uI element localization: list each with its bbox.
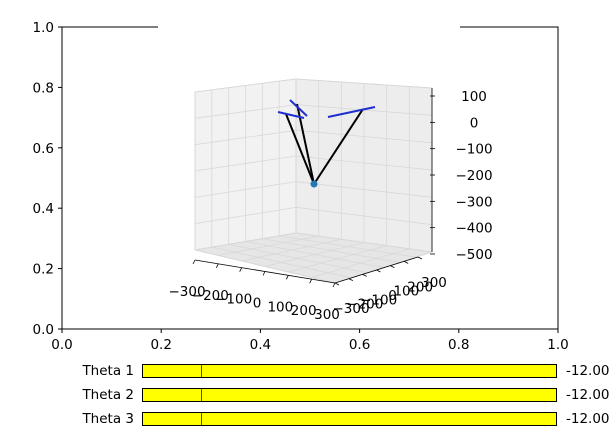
x3d-tick bbox=[309, 278, 313, 284]
slider-label: Theta 3 bbox=[82, 411, 134, 427]
slider-track[interactable] bbox=[142, 364, 557, 378]
z3d-tick-label: −300 bbox=[455, 194, 492, 210]
x3d-tick-label: 200 bbox=[291, 303, 317, 319]
slider-track[interactable] bbox=[142, 388, 557, 402]
x3d-tick bbox=[192, 259, 196, 265]
x3d-tick bbox=[285, 275, 289, 280]
slider-label: Theta 2 bbox=[82, 387, 134, 403]
x3d-tick bbox=[262, 271, 266, 276]
slider-label: Theta 1 bbox=[82, 363, 134, 379]
y-tick-label: 0.0 bbox=[33, 322, 54, 338]
y3d-tick-label: −300 bbox=[332, 301, 369, 317]
y-tick-label: 0.4 bbox=[33, 201, 54, 217]
slider-theta-1: Theta 1 -12.00 bbox=[0, 361, 615, 383]
x-tick-label: 1.0 bbox=[547, 337, 568, 353]
x3d-tick bbox=[332, 282, 336, 288]
y3d-tick-label: −100 bbox=[360, 292, 397, 308]
main-axes-ticks: 0.0 0.2 0.4 0.6 0.8 1.0 0.0 0.2 0.4 0.6 0.8 1.0 bbox=[33, 20, 569, 353]
x-tick-label: 0.4 bbox=[250, 337, 271, 353]
y3d-tick bbox=[334, 282, 340, 286]
z3d-tick-label: −500 bbox=[455, 247, 492, 263]
y3d-tick-label: 100 bbox=[393, 284, 419, 300]
y-tick-label: 0.6 bbox=[33, 141, 54, 157]
y3d-tick-label: −200 bbox=[346, 297, 383, 313]
y3d-tick-label: 0 bbox=[388, 288, 397, 304]
y3d-tick bbox=[390, 265, 395, 269]
delta-robot bbox=[277, 99, 376, 188]
slider-track[interactable] bbox=[142, 412, 557, 426]
y-tick-label: 0.2 bbox=[33, 262, 54, 278]
x-tick-label: 0.2 bbox=[150, 337, 171, 353]
z3d-tick-label: −400 bbox=[455, 221, 492, 237]
y3d-tick bbox=[348, 278, 354, 282]
x3d-tick-label: 0 bbox=[253, 296, 262, 312]
slider-theta-3: Theta 3 -12.00 bbox=[0, 409, 615, 431]
x3d-tick-label: −300 bbox=[168, 284, 205, 300]
grid-line bbox=[311, 248, 410, 278]
z3d-tick-label: 0 bbox=[470, 115, 479, 131]
z3d-tick-label: −100 bbox=[455, 142, 492, 158]
x3d-tick bbox=[239, 267, 243, 272]
x3d-tick bbox=[215, 263, 219, 269]
y3d-tick bbox=[403, 260, 409, 264]
arm-2 bbox=[289, 99, 308, 117]
x3d-tick-label: −100 bbox=[215, 292, 252, 308]
leg-3 bbox=[313, 108, 364, 185]
y-tick-label: 1.0 bbox=[33, 20, 54, 36]
slider-marker[interactable] bbox=[200, 413, 202, 425]
slider-value: -12.00 bbox=[566, 387, 610, 403]
y3d-tick-label: 300 bbox=[421, 275, 447, 291]
slider-marker[interactable] bbox=[200, 389, 202, 401]
y3d-tick bbox=[376, 269, 381, 273]
y3d-tick bbox=[362, 273, 367, 277]
leg-1 bbox=[285, 113, 315, 185]
z3d-tick-label: −200 bbox=[455, 168, 492, 184]
arm-1 bbox=[277, 111, 305, 119]
x-tick-label: 0.8 bbox=[448, 337, 469, 353]
axes3d: −300−200−100 0 100200300−300−200−100010020… bbox=[168, 78, 493, 323]
y-tick-label: 0.8 bbox=[33, 80, 54, 96]
x3d-tick-label: 100 bbox=[267, 299, 293, 315]
slider-value: -12.00 bbox=[566, 411, 610, 427]
y3d-tick-label: 200 bbox=[407, 279, 433, 295]
slider-theta-2: Theta 2 -12.00 bbox=[0, 385, 615, 407]
z3d-tick-label: 100 bbox=[461, 89, 487, 105]
x3d-tick-label: −200 bbox=[192, 288, 229, 304]
arm-3 bbox=[327, 106, 376, 118]
x-tick-label: 0.6 bbox=[349, 337, 370, 353]
y3d-tick bbox=[417, 256, 423, 260]
x3d-tick-label: 300 bbox=[314, 307, 340, 323]
grid-line bbox=[295, 232, 433, 253]
slider-value: -12.00 bbox=[566, 363, 610, 379]
slider-marker[interactable] bbox=[200, 365, 202, 377]
end-effector-point bbox=[310, 180, 318, 188]
ticks-3d: −300−200−100 0 100200300−300−200−100010020… bbox=[168, 89, 492, 323]
top-spine-gap bbox=[158, 25, 460, 29]
x-tick-label: 0.0 bbox=[51, 337, 72, 353]
